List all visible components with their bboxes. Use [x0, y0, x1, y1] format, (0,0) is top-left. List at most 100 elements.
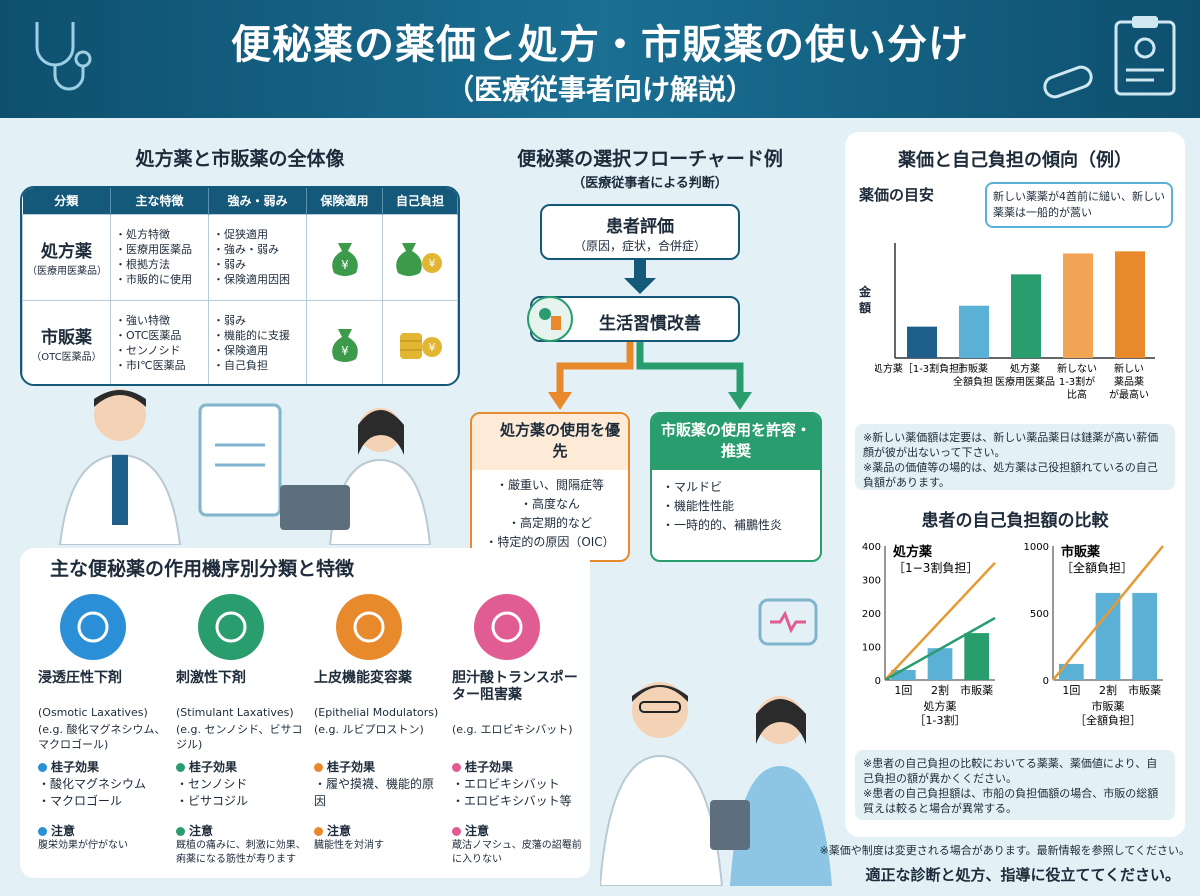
bar: [959, 305, 989, 358]
strength-item: 機能的に支援: [213, 328, 302, 343]
row-sub: （医療用医薬品）: [27, 266, 107, 277]
mechanism-en: (Stimulant Laxatives): [176, 706, 294, 719]
bar: [964, 633, 989, 680]
flow-branch-prescription: 処方薬の使用を優先 厳重い、閲隔症等 高度なん 高定期的など 特定的の原因（OI…: [470, 412, 630, 562]
footer-disclaimer: ※薬価や制度は変更される場合があります。最新情報を参照してください。: [819, 844, 1190, 857]
page-title: 便秘薬の薬価と処方・市販薬の使い分け: [231, 22, 969, 68]
bubble-icon: [474, 594, 540, 660]
strength-item: 強み・弱み: [213, 242, 302, 257]
mechanism-caution-text: 厩植の痛みに、刺激に効果、痢薬になる筋性が寿ります: [176, 840, 306, 865]
mechanism-name: 浸透圧性下剤: [38, 670, 122, 686]
bar: [1095, 592, 1121, 680]
mechanism-name: 刺激性下剤: [176, 670, 246, 686]
mechanism-name: 上皮機能変容薬: [314, 670, 412, 686]
doctors-illustration: [58, 389, 432, 545]
mechanism-effect-item: 履や摸襪、機能的原因: [314, 776, 446, 810]
y-tick-label: 200: [862, 609, 881, 620]
bullet-dot: [452, 827, 461, 836]
column-header: 分類: [22, 188, 111, 214]
price-subtitle: 薬価の目安: [859, 186, 935, 204]
bar: [1115, 251, 1145, 358]
price-notes: ※新しい薬価額は定要は、新しい薬品薬日は鏈薬が高い薪価顔が彼が出ないって下さい。…: [855, 424, 1175, 490]
branch-item: マルドビ: [662, 478, 810, 497]
overview-title: 処方薬と市販薬の全体像: [135, 148, 345, 170]
flowchart-section: 便秘薬の選択フローチャード例 （医療従事者による判断） 患者評価 （原因，症状，…: [470, 130, 830, 570]
feature-item: 市販的に使用: [115, 272, 204, 287]
mechanism-column: 浸透圧性下剤 (Osmotic Laxatives) (e.g. 酸化マグネシウム、…: [38, 592, 170, 872]
mechanism-caution-text: 腹栄効果が佇がない: [38, 840, 128, 851]
mechanism-effect-heading: 桂子効果: [189, 760, 238, 774]
bar: [1132, 592, 1157, 680]
footer-closing: 適正な診断と処方、指導に役立ててください。: [865, 866, 1180, 884]
mechanisms-section: 主な便秘薬の作用機序別分類と特徴 浸透圧性下剤 (Osmotic Laxative…: [20, 548, 590, 878]
strength-item: 弱み: [213, 313, 302, 328]
bullet-dot: [38, 827, 47, 836]
row-name: 市販薬: [41, 328, 92, 348]
flowchart-title: 便秘薬の選択フローチャード例: [517, 148, 783, 170]
bar: [891, 669, 916, 680]
mechanism-example: (e.g. エロビキシバット): [452, 723, 573, 736]
flow-step-patient-assessment: 患者評価 （原因，症状，合併症）: [540, 204, 740, 260]
note-text: ※患者の自己負担額は、市船の負担価額の場合、市販の総額質えは較ると場合が異常する…: [863, 787, 1159, 815]
mechanism-effect-item: エロビキシバット: [452, 776, 584, 793]
x-axis-label: ［1-3割］: [915, 713, 966, 727]
bar: [1063, 253, 1093, 358]
lifestyle-icon: [527, 296, 573, 342]
mechanism-caution-heading: 注意: [189, 824, 214, 838]
feature-item: センノシド: [115, 343, 204, 358]
table-row: 処方薬 （医療用医薬品） 処方特徴医療用医薬品根拠方法市販的に使用 促狭適用強み・…: [22, 213, 458, 301]
feature-item: 強い特徴: [115, 313, 204, 328]
tick-label: 比高: [1067, 388, 1087, 401]
mechanism-en: (Osmotic Laxatives): [38, 706, 148, 719]
x-tick-label: 1回: [1062, 684, 1080, 697]
mechanism-caution-heading: 注意: [51, 824, 76, 838]
money-bag-icon: ¥: [331, 328, 358, 362]
mechanism-caution-heading: 注意: [465, 824, 490, 838]
tick-label: 医療用医薬品: [995, 375, 1055, 388]
svg-text:¥: ¥: [341, 344, 349, 358]
burden-title: 患者の自己負担額の比較: [921, 511, 1109, 531]
branch-title: 市販薬の使用を許容・推奨: [652, 414, 820, 470]
feature-item: 処方特徴: [115, 227, 204, 242]
tick-label: 全額負担: [953, 375, 993, 388]
mechanisms-title: 主な便秘薬の作用機序別分類と特徴: [50, 558, 355, 580]
branch-item: 一時的的、補鵬性炎: [662, 516, 810, 535]
trend-line: [884, 561, 996, 681]
y-tick-label: 500: [1030, 609, 1049, 620]
y-tick-label: 300: [862, 576, 881, 587]
mechanism-example: (e.g. センノシド、ビサコジル): [176, 723, 303, 751]
magnet-icon: [336, 594, 402, 660]
column-header: 強み・弱み: [208, 188, 307, 214]
column-header: 主な特徴: [110, 188, 209, 214]
tick-label: 薬品薬: [1114, 376, 1144, 388]
x-tick-label: 2割: [1099, 683, 1117, 697]
tick-label: 1-3割が: [1059, 375, 1095, 388]
mechanism-example: (e.g. ルビプロストン): [314, 723, 424, 736]
tick-label: 処方薬: [1010, 362, 1040, 375]
bullet-dot: [176, 763, 185, 772]
chart-subtitle: ［1−3割負担］: [893, 560, 978, 575]
tick-label: が最高い: [1109, 388, 1149, 401]
branch-item: 高定期的など: [480, 514, 620, 533]
overview-table-card: 分類 主な特徴 強み・弱み 保険適用 自己負担 処方薬 （医療用医薬品） 処方特徴…: [20, 186, 460, 386]
price-ylabel: 金額: [859, 285, 872, 315]
step-label: 生活習慣改善: [599, 314, 701, 334]
strength-item: 保険適用因困: [213, 272, 302, 287]
clipboard-icon: [1114, 16, 1176, 96]
bullet-dot: [176, 827, 185, 836]
trend-line: [1052, 545, 1164, 681]
mechanism-example: (e.g. 酸化マグネシウム、マクロゴール): [38, 723, 166, 751]
mechanism-effect-heading: 桂子効果: [327, 760, 376, 774]
x-tick-label: 2割: [931, 683, 949, 697]
branch-arrows: [548, 342, 752, 410]
branch-item: 機能性性能: [662, 497, 810, 516]
flow-branch-otc: 市販薬の使用を許容・推奨 マルドビ 機能性性能 一時的的、補鵬性炎: [650, 412, 822, 562]
bullet-dot: [452, 763, 461, 772]
arrow-down-icon: [624, 260, 656, 294]
mechanism-column: 刺激性下剤 (Stimulant Laxatives) (e.g. センノシド、ビサ…: [176, 592, 308, 872]
flowchart-subtitle: （医療従事者による判断）: [572, 176, 728, 191]
pill-icon: [1043, 65, 1093, 99]
chart-title: 市販薬: [1061, 544, 1101, 560]
